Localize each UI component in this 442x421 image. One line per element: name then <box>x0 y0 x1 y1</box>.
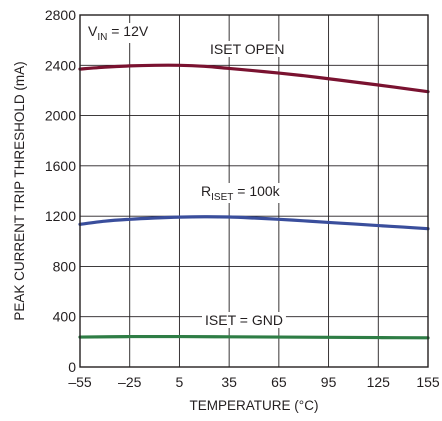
y-tick-label: 800 <box>53 258 77 274</box>
y-tick-label: 2800 <box>45 7 76 23</box>
series-label-riset-100k-bg <box>198 183 284 203</box>
y-tick-label: 0 <box>68 359 76 375</box>
y-tick-label: 2000 <box>45 108 76 124</box>
series-line-iset-open <box>78 63 430 94</box>
series-line-iset-gnd <box>78 334 430 340</box>
plot-frame <box>79 14 429 368</box>
y-tick-label: 1200 <box>45 208 76 224</box>
tick-labels: –55 –25 5 35 65 95 125 155 0 400 800 1200 1600 2000 24… <box>45 7 440 390</box>
series-label-iset-gnd: ISET = GND <box>205 312 283 328</box>
y-tick-label: 400 <box>53 309 77 325</box>
y-tick-label: 1600 <box>45 158 76 174</box>
condition-label: VIN = 12V <box>88 23 149 43</box>
series-label-iset-open-bg <box>207 41 288 57</box>
x-tick-label: 95 <box>321 374 337 390</box>
x-tick-label: –25 <box>118 374 142 390</box>
series-line-riset-100k <box>78 215 430 231</box>
annotations: VIN = 12V ISET OPEN RISET = 100k ISET = GND <box>85 23 288 328</box>
x-tick-label: 155 <box>416 374 440 390</box>
x-axis-title: TEMPERATURE (°C) <box>190 398 319 413</box>
condition-label-bg <box>85 23 152 43</box>
series-layer <box>78 63 430 340</box>
y-tick-label: 2400 <box>45 57 76 73</box>
y-axis-title: PEAK CURRENT TRIP THRESHOLD (mA) <box>12 61 27 320</box>
series-label-iset-open: ISET OPEN <box>210 41 284 57</box>
x-tick-label: 65 <box>271 374 287 390</box>
x-tick-label: 5 <box>176 374 184 390</box>
x-tick-label: –55 <box>68 374 92 390</box>
series-label-riset-100k: RISET = 100k <box>201 183 281 203</box>
series-label-iset-gnd-bg <box>202 312 286 328</box>
x-tick-label: 125 <box>367 374 391 390</box>
x-tick-label: 35 <box>221 374 237 390</box>
